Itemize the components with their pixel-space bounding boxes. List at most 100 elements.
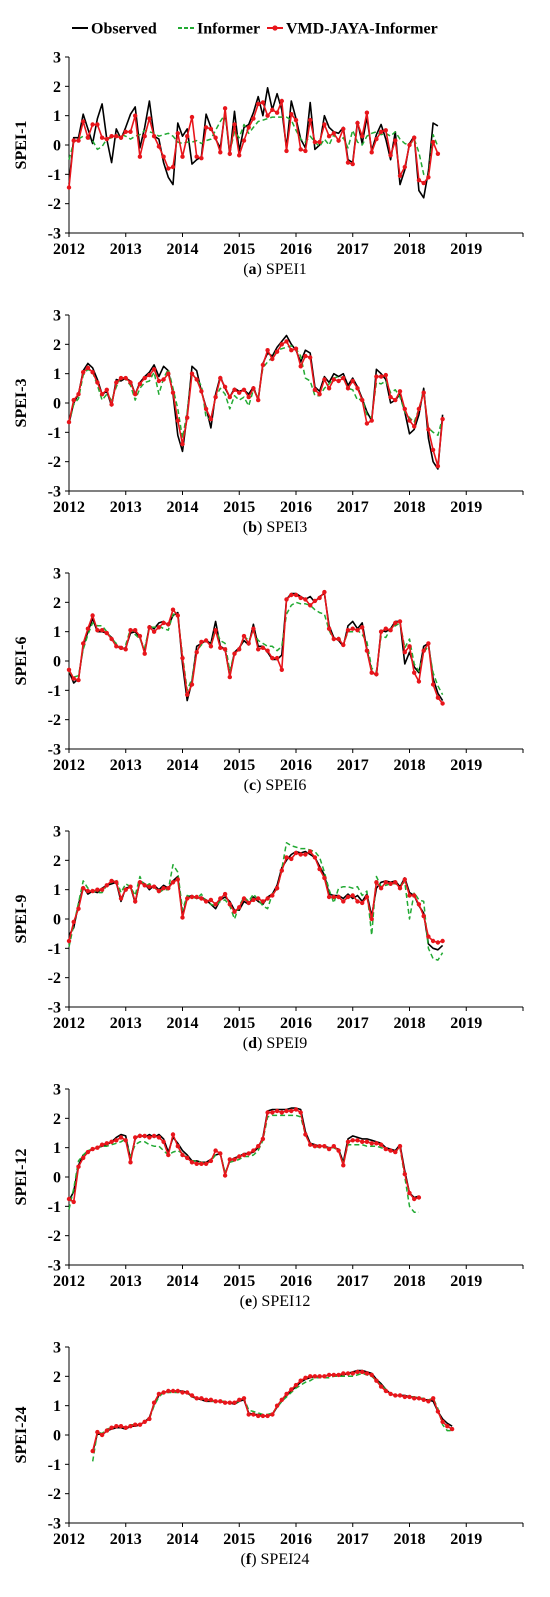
series-point <box>388 628 393 633</box>
x-tick-label: 2015 <box>223 757 255 774</box>
caption-f: (f) SPEI24 <box>240 1551 310 1568</box>
series-point <box>279 1110 284 1115</box>
series-point <box>345 1371 351 1376</box>
series-point <box>407 142 412 148</box>
series-point <box>355 899 360 904</box>
y-tick-label: 0 <box>53 138 61 155</box>
series-point <box>322 377 327 382</box>
series-point <box>170 607 176 612</box>
series-point <box>147 1416 152 1422</box>
y-tick-label: 2 <box>53 337 61 354</box>
x-tick-label: 2014 <box>167 499 199 516</box>
series-point <box>189 371 195 376</box>
series-point <box>355 386 360 391</box>
series-point <box>227 1400 232 1405</box>
y-tick-label: 2 <box>53 79 61 96</box>
series-point <box>161 154 166 159</box>
series-point <box>412 1396 417 1401</box>
caption-b: (b) SPEI3 <box>242 519 308 536</box>
series-point <box>431 1396 436 1401</box>
series-point <box>265 1110 270 1115</box>
series-point <box>246 1151 251 1156</box>
series-point <box>326 894 332 900</box>
series-point <box>99 1432 105 1438</box>
series-point <box>341 1163 346 1168</box>
y-tick-label: 2 <box>53 853 61 870</box>
caption-a: (a) SPEI1 <box>243 261 307 278</box>
legend: Observed Informer VMD-JAYA-Informer <box>72 21 438 38</box>
x-tick-label: 2014 <box>167 1015 199 1032</box>
series-point <box>412 135 417 140</box>
series-point <box>256 896 261 901</box>
series-point <box>284 597 289 602</box>
y-tick-label: 2 <box>53 595 61 612</box>
chart-panel-e: -3 -2 -1 0 1 2 3 2012 2013 2014 2015 2016 2017 2018 20… <box>0 1074 550 1332</box>
series-point <box>90 613 95 618</box>
series-point <box>440 938 445 944</box>
series-point <box>274 1108 280 1114</box>
series-point <box>393 138 398 143</box>
caption-d-text: SPEI9 <box>266 1035 308 1052</box>
y-axis-label: SPEI-6 <box>13 637 30 686</box>
series-point <box>445 1424 450 1429</box>
series-point <box>402 406 407 412</box>
series-point <box>161 620 166 626</box>
series-point <box>203 899 209 904</box>
x-tick-label: 2018 <box>394 499 426 516</box>
series-point <box>369 418 374 423</box>
series-point <box>85 626 91 631</box>
series-point <box>308 603 313 608</box>
series-point <box>222 1400 228 1405</box>
series-point <box>180 915 185 920</box>
series-point <box>175 418 180 423</box>
series-point <box>430 447 436 453</box>
series-point <box>118 1135 124 1140</box>
series-point <box>369 1372 374 1378</box>
series-point <box>90 122 95 127</box>
series-point <box>114 1424 119 1429</box>
series-point <box>260 362 266 368</box>
y-tick-label: -2 <box>48 1486 61 1503</box>
x-tick-label: 2017 <box>337 499 369 516</box>
series-point <box>208 644 214 649</box>
series-point <box>322 1144 327 1149</box>
x-tick-label: 2019 <box>450 241 482 258</box>
series-point <box>256 397 261 403</box>
y-tick-label: -2 <box>48 454 61 471</box>
series-point <box>289 112 294 117</box>
series-point <box>440 1419 445 1424</box>
y-tick-label: -2 <box>48 970 61 987</box>
series-point <box>222 106 228 111</box>
series-point <box>256 1144 261 1149</box>
series-point <box>350 378 355 384</box>
series-point <box>123 375 128 381</box>
series-point <box>270 1412 275 1417</box>
series-point <box>213 628 218 633</box>
series-point <box>350 893 355 898</box>
series-point <box>133 1135 138 1140</box>
series-point <box>364 894 370 900</box>
series-point <box>194 377 199 382</box>
series-point <box>284 148 289 154</box>
series-point <box>133 392 138 397</box>
series-point <box>194 1396 199 1401</box>
series-point <box>308 1142 313 1147</box>
series-point <box>260 100 266 105</box>
series-point <box>123 1425 128 1430</box>
series-point <box>412 1196 417 1202</box>
y-tick-label: -1 <box>48 941 61 958</box>
series-point <box>265 648 270 653</box>
y-tick-label: -3 <box>48 1000 61 1017</box>
series-line-observed <box>68 592 444 702</box>
series-point <box>388 1391 393 1397</box>
series-point <box>166 1152 171 1158</box>
y-tick-label: 0 <box>53 396 61 413</box>
series-point <box>137 154 143 159</box>
series-point <box>161 1390 166 1395</box>
series-point <box>341 899 346 904</box>
series-point <box>99 392 105 397</box>
chart-panel-f: -3 -2 -1 0 1 2 3 2012 2013 2014 2015 2016 2017 2018 20… <box>0 1332 550 1590</box>
series-point <box>203 1161 209 1166</box>
series-line-informer <box>91 1372 453 1462</box>
series-point <box>426 175 431 180</box>
